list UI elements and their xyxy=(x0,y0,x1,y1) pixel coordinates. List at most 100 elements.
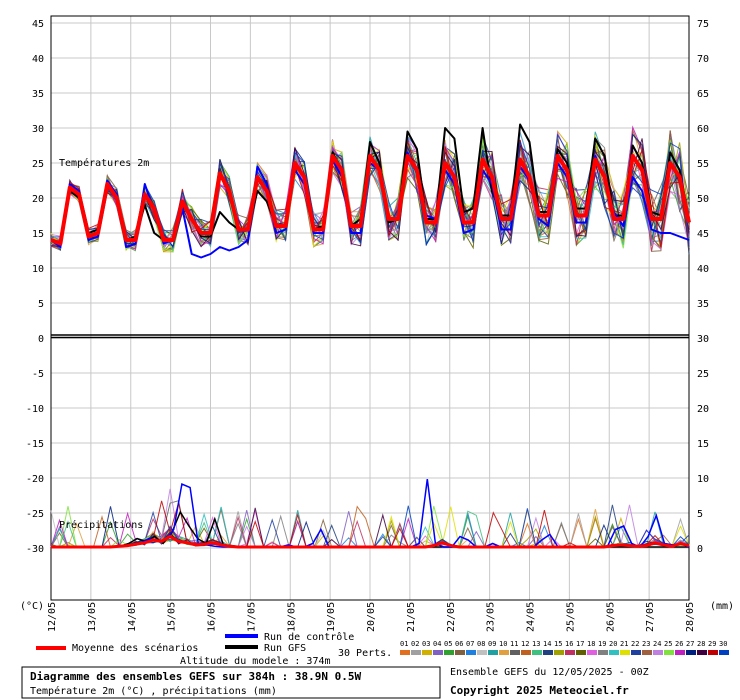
right-unit-label: (mm) xyxy=(710,601,734,612)
x-tick-label: 22/05 xyxy=(446,602,457,632)
member-legend-swatch xyxy=(642,650,652,655)
member-legend-label: 18 xyxy=(587,640,595,648)
member-legend-label: 26 xyxy=(675,640,683,648)
left-axis-ticks: 45 40 35 30 25 20 15 10 5 0 -5 -10 -15 -20 -25 -30 xyxy=(26,19,44,555)
x-tick-label: 14/05 xyxy=(127,602,138,632)
member-legend-swatch xyxy=(422,650,432,655)
member-legend-swatch xyxy=(697,650,707,655)
left-tick-label: 40 xyxy=(32,54,44,65)
member-legend-label: 21 xyxy=(620,640,628,648)
left-tick-label: -15 xyxy=(26,439,44,450)
x-tick-label: 20/05 xyxy=(366,602,377,632)
member-legend-label: 04 xyxy=(433,640,441,648)
x-tick-label: 24/05 xyxy=(526,602,537,632)
left-tick-label: 25 xyxy=(32,159,44,170)
member-legend-swatch xyxy=(510,650,520,655)
legend-gfs: Run GFS xyxy=(264,643,306,654)
x-tick-label: 12/05 xyxy=(47,602,58,632)
precipitation-section-label: Précipitations xyxy=(59,519,143,531)
member-legend-label: 03 xyxy=(422,640,430,648)
left-tick-label: 45 xyxy=(32,19,44,30)
member-legend-label: 02 xyxy=(411,640,419,648)
right-tick-label: 50 xyxy=(697,194,709,205)
right-tick-label: 65 xyxy=(697,89,709,100)
member-legend-label: 27 xyxy=(686,640,694,648)
legend: Moyenne des scénarios Run de contrôle Ru… xyxy=(36,631,729,667)
member-legend-swatch xyxy=(521,650,531,655)
copyright: Copyright 2025 Meteociel.fr xyxy=(450,684,629,697)
left-tick-label: -5 xyxy=(32,369,44,380)
x-tick-label: 23/05 xyxy=(486,602,497,632)
member-legend-label: 14 xyxy=(543,640,551,648)
member-legend-label: 20 xyxy=(609,640,617,648)
left-tick-label: 15 xyxy=(32,229,44,240)
member-legend-swatch xyxy=(664,650,674,655)
x-tick-label: 15/05 xyxy=(167,602,178,632)
member-legend-swatch xyxy=(400,650,410,655)
right-tick-label: 25 xyxy=(697,369,709,380)
member-legend-swatch xyxy=(686,650,696,655)
member-legend-label: 08 xyxy=(477,640,485,648)
model-altitude: Altitude du modele : 374m xyxy=(180,656,331,667)
main-series xyxy=(50,123,691,549)
title-box xyxy=(21,666,441,699)
member-legend-swatch xyxy=(488,650,498,655)
right-tick-label: 55 xyxy=(697,159,709,170)
member-legend-swatch xyxy=(466,650,476,655)
x-tick-label: 18/05 xyxy=(286,602,297,632)
member-legend-label: 13 xyxy=(532,640,540,648)
member-legend-label: 19 xyxy=(598,640,606,648)
x-tick-label: 26/05 xyxy=(605,602,616,632)
member-legend-swatch xyxy=(620,650,630,655)
member-legend-label: 15 xyxy=(554,640,562,648)
member-legend-swatch xyxy=(609,650,619,655)
temperature-section-label: Températures 2m xyxy=(59,157,149,169)
member-legend: 01 02 03 04 05 06 07 08 09 10 11 12 13 14 15 16 17 18 19 20… xyxy=(400,640,729,655)
x-tick-label: 17/05 xyxy=(246,602,257,632)
member-legend-swatch xyxy=(532,650,542,655)
member-legend-swatch xyxy=(477,650,487,655)
left-tick-label: -30 xyxy=(26,544,44,555)
member-legend-label: 29 xyxy=(708,640,716,648)
member-legend-swatch xyxy=(653,650,663,655)
chart-title: Diagramme des ensembles GEFS sur 384h : … xyxy=(30,670,362,683)
member-legend-swatch xyxy=(719,650,729,655)
right-tick-label: 75 xyxy=(697,19,709,30)
member-legend-label: 17 xyxy=(576,640,584,648)
right-tick-label: 35 xyxy=(697,299,709,310)
x-tick-label: 25/05 xyxy=(565,602,576,632)
member-legend-swatch xyxy=(411,650,421,655)
member-legend-swatch xyxy=(444,650,454,655)
left-unit-label: (°C) xyxy=(20,601,44,612)
right-tick-label: 70 xyxy=(697,54,709,65)
member-legend-swatch xyxy=(554,650,564,655)
member-legend-swatch xyxy=(675,650,685,655)
member-legend-label: 16 xyxy=(565,640,573,648)
x-axis-ticks: 12/05 13/05 14/05 15/05 16/05 17/05 18/05 19/05… xyxy=(47,602,696,632)
member-legend-label: 12 xyxy=(521,640,529,648)
series-precip-0 xyxy=(51,534,690,549)
right-tick-label: 0 xyxy=(697,544,703,555)
member-legend-label: 05 xyxy=(444,640,452,648)
legend-control: Run de contrôle xyxy=(264,631,354,643)
right-tick-label: 40 xyxy=(697,264,709,275)
right-tick-label: 5 xyxy=(697,509,703,520)
member-legend-label: 06 xyxy=(455,640,463,648)
left-tick-label: 35 xyxy=(32,89,44,100)
member-legend-label: 23 xyxy=(642,640,650,648)
member-legend-label: 01 xyxy=(400,640,408,648)
plot-frame xyxy=(50,15,690,601)
legend-perts: 30 Perts. xyxy=(338,648,392,659)
right-tick-label: 45 xyxy=(697,229,709,240)
member-legend-label: 30 xyxy=(719,640,727,648)
member-legend-label: 24 xyxy=(653,640,661,648)
member-legend-swatch xyxy=(565,650,575,655)
member-legend-swatch xyxy=(587,650,597,655)
member-legend-label: 25 xyxy=(664,640,672,648)
left-tick-label: 10 xyxy=(32,264,44,275)
left-tick-label: 20 xyxy=(32,194,44,205)
x-tick-label: 28/05 xyxy=(685,602,696,632)
member-legend-swatch xyxy=(433,650,443,655)
left-tick-label: -10 xyxy=(26,404,44,415)
